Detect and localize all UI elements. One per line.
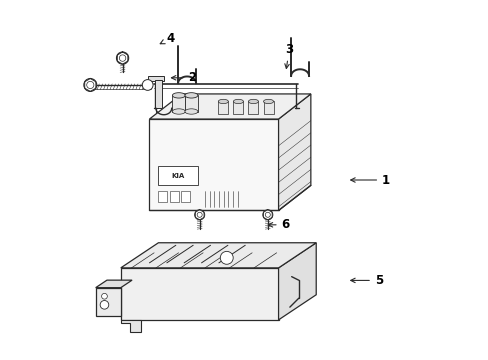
Polygon shape	[121, 243, 316, 268]
Ellipse shape	[248, 99, 258, 104]
Polygon shape	[147, 76, 163, 81]
Polygon shape	[184, 95, 198, 112]
Circle shape	[194, 210, 204, 220]
Polygon shape	[181, 192, 190, 202]
Polygon shape	[96, 288, 121, 316]
Circle shape	[100, 301, 108, 309]
Text: 3: 3	[284, 42, 293, 68]
Circle shape	[102, 293, 107, 299]
Polygon shape	[233, 102, 243, 114]
Circle shape	[119, 55, 125, 61]
Text: KIA: KIA	[171, 172, 184, 179]
Ellipse shape	[184, 109, 198, 114]
Polygon shape	[121, 268, 278, 320]
Circle shape	[142, 80, 153, 90]
Ellipse shape	[184, 93, 198, 98]
Ellipse shape	[233, 99, 243, 104]
Text: 2: 2	[171, 71, 196, 84]
Polygon shape	[96, 280, 132, 288]
Circle shape	[262, 210, 272, 220]
Circle shape	[197, 212, 202, 217]
Polygon shape	[218, 102, 228, 114]
Polygon shape	[155, 80, 162, 108]
Ellipse shape	[172, 93, 185, 98]
Polygon shape	[158, 192, 167, 202]
Ellipse shape	[218, 99, 228, 104]
Text: 5: 5	[350, 274, 382, 287]
Polygon shape	[121, 320, 140, 332]
Text: 1: 1	[350, 174, 389, 186]
Ellipse shape	[263, 99, 273, 104]
Polygon shape	[149, 94, 310, 119]
Polygon shape	[263, 102, 273, 114]
Polygon shape	[149, 119, 278, 211]
Circle shape	[86, 81, 94, 89]
Polygon shape	[158, 166, 198, 185]
Polygon shape	[278, 94, 310, 211]
Polygon shape	[248, 102, 258, 114]
Circle shape	[265, 212, 270, 217]
Polygon shape	[278, 243, 316, 320]
Polygon shape	[172, 95, 185, 112]
Text: 4: 4	[160, 32, 175, 45]
Circle shape	[116, 52, 128, 64]
Circle shape	[220, 251, 233, 264]
Text: 6: 6	[268, 218, 289, 231]
Circle shape	[83, 78, 97, 91]
Polygon shape	[169, 192, 179, 202]
Ellipse shape	[172, 109, 185, 114]
